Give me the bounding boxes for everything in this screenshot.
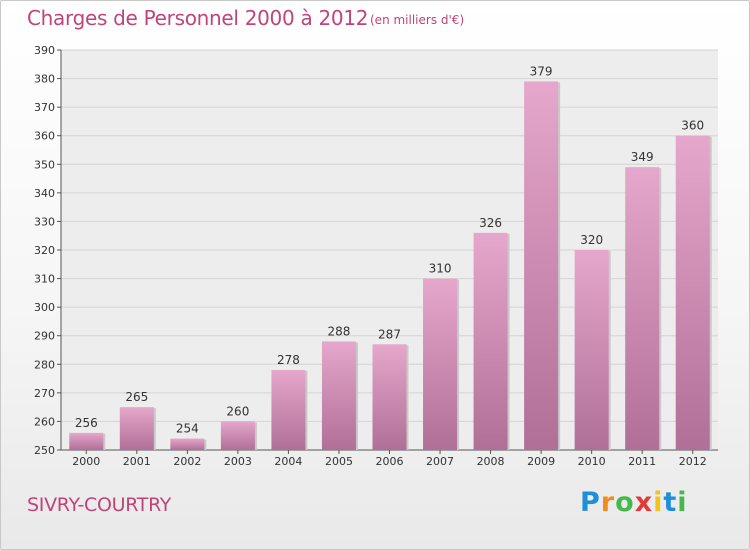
bar bbox=[119, 407, 154, 450]
y-tick-label: 270 bbox=[34, 387, 55, 400]
logo-letter: i bbox=[677, 487, 688, 518]
x-tick-label: 2003 bbox=[224, 455, 252, 468]
logo-letter: o bbox=[615, 487, 635, 518]
y-tick-label: 320 bbox=[34, 244, 55, 257]
bar bbox=[423, 278, 458, 450]
logo-letter: i bbox=[653, 487, 664, 518]
commune-name: SIVRY-COURTRY bbox=[27, 494, 172, 516]
tick-labels: 250 260 270 280 290 300 310 320 330 340 350 360 370 3… bbox=[34, 44, 707, 468]
data-label: 360 bbox=[681, 119, 704, 133]
data-label: 265 bbox=[125, 390, 148, 404]
data-labels: 256 265 254 260 278 288 287 310 326 379 320 349 360 bbox=[75, 64, 704, 435]
data-label: 256 bbox=[75, 416, 98, 430]
x-tick-label: 2006 bbox=[376, 455, 404, 468]
x-tick-label: 2009 bbox=[527, 455, 555, 468]
y-tick-label: 300 bbox=[34, 301, 55, 314]
x-tick-label: 2004 bbox=[274, 455, 302, 468]
x-tick-label: 2010 bbox=[578, 455, 606, 468]
y-tick-label: 290 bbox=[34, 330, 55, 343]
bar bbox=[625, 167, 660, 450]
data-label: 326 bbox=[479, 216, 502, 230]
bar bbox=[372, 344, 407, 450]
bar bbox=[170, 438, 205, 450]
chart-subtitle: (en milliers d'€) bbox=[370, 13, 465, 27]
logo-letter: r bbox=[600, 487, 616, 518]
logo-letter: t bbox=[663, 487, 678, 518]
x-tick-label: 2000 bbox=[72, 455, 100, 468]
logo-letter: P bbox=[580, 487, 601, 518]
data-label: 310 bbox=[429, 262, 452, 276]
bar bbox=[321, 341, 356, 450]
y-tick-label: 250 bbox=[34, 444, 55, 457]
y-tick-label: 260 bbox=[34, 415, 55, 428]
chart-title: Charges de Personnel 2000 à 2012 bbox=[27, 6, 369, 30]
x-tick-label: 2007 bbox=[426, 455, 454, 468]
bar bbox=[524, 81, 559, 450]
bar bbox=[473, 232, 508, 450]
x-tick-label: 2012 bbox=[679, 455, 707, 468]
bar bbox=[271, 370, 306, 450]
y-tick-label: 390 bbox=[34, 44, 55, 57]
proxiti-logo[interactable]: Proxiti bbox=[580, 487, 688, 518]
y-tick-label: 350 bbox=[34, 158, 55, 171]
bars bbox=[69, 81, 712, 450]
y-tick-label: 330 bbox=[34, 215, 55, 228]
y-tick-label: 370 bbox=[34, 101, 55, 114]
data-label: 287 bbox=[378, 327, 401, 341]
x-tick-label: 2005 bbox=[325, 455, 353, 468]
bar bbox=[220, 421, 255, 450]
y-tick-label: 380 bbox=[34, 73, 55, 86]
y-tick-label: 360 bbox=[34, 130, 55, 143]
x-tick-label: 2008 bbox=[477, 455, 505, 468]
data-label: 278 bbox=[277, 353, 300, 367]
data-label: 288 bbox=[328, 324, 351, 338]
data-label: 379 bbox=[530, 64, 553, 78]
y-tick-label: 280 bbox=[34, 358, 55, 371]
x-tick-label: 2001 bbox=[123, 455, 151, 468]
bar bbox=[574, 250, 609, 450]
y-tick-label: 340 bbox=[34, 187, 55, 200]
logo-letter: x bbox=[634, 487, 654, 518]
data-label: 254 bbox=[176, 422, 199, 436]
data-label: 320 bbox=[580, 233, 603, 247]
data-label: 349 bbox=[631, 150, 654, 164]
x-tick-label: 2011 bbox=[628, 455, 656, 468]
bar bbox=[69, 432, 104, 450]
y-tick-label: 310 bbox=[34, 273, 55, 286]
bar bbox=[675, 135, 710, 450]
data-label: 260 bbox=[226, 404, 249, 418]
x-tick-label: 2002 bbox=[173, 455, 201, 468]
